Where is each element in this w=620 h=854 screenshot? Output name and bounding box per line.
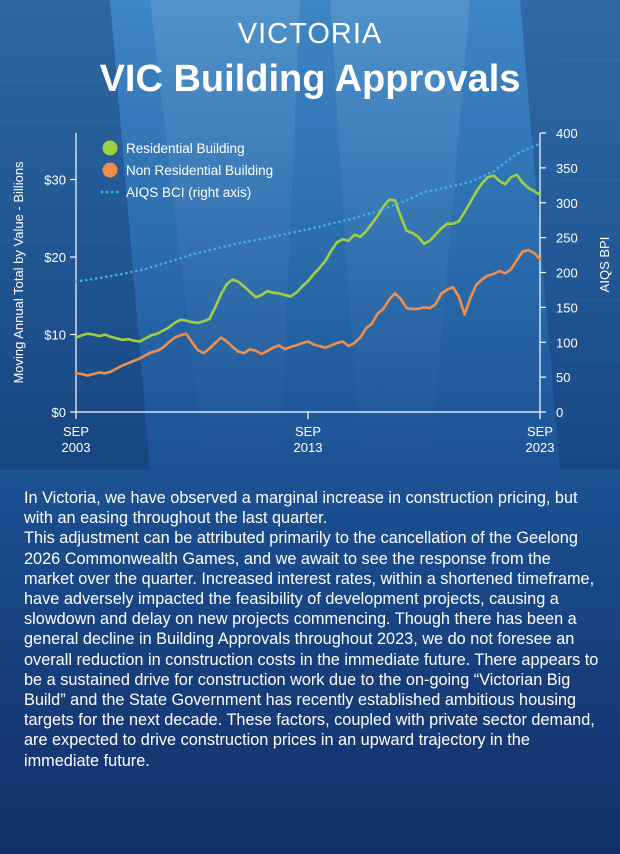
series-line-non-residential-building [74,248,542,377]
page-title: VIC Building Approvals [99,58,521,100]
y-right-tick-label: 50 [556,370,570,385]
y-right-tick-label: 350 [556,161,578,176]
y-right-tick-label: 0 [556,405,563,420]
legend-label: Residential Building [126,141,245,156]
commentary-paragraph-2: This adjustment can be attributed primar… [24,529,599,770]
y-right-axis-title: AIQS BPI [597,237,612,293]
x-tick-label: SEP [63,424,89,439]
legend-label: Non Residential Building [126,163,273,178]
legend-swatch [102,162,118,178]
y-left-tick-label: $30 [44,173,66,188]
y-left-tick-label: $20 [44,250,66,265]
y-left-tick-label: $10 [44,328,66,343]
legend-swatch [102,140,118,156]
commentary-text: In Victoria, we have observed a marginal… [24,488,600,771]
x-tick-label: SEP [527,424,553,439]
y-right-tick-label: 300 [556,196,578,211]
y-right-tick-label: 250 [556,231,578,246]
y-right-tick-label: 200 [556,266,578,281]
y-left-axis-title: Moving Annual Total by Value - Billions [11,161,26,384]
building-approvals-chart: $0$10$20$30050100150200250300350400SEP20… [11,126,612,455]
commentary-paragraph-1: In Victoria, we have observed a marginal… [24,489,578,528]
legend-label: AIQS BCI (right axis) [126,185,251,200]
region-heading: VICTORIA [237,18,383,50]
y-right-tick-label: 100 [556,335,578,350]
y-right-tick-label: 400 [556,126,578,141]
x-tick-label: 2003 [62,440,91,455]
x-tick-label: 2023 [526,440,555,455]
x-tick-label: 2013 [294,440,323,455]
x-tick-label: SEP [295,424,321,439]
series-line-residential-building [74,173,542,343]
y-right-tick-label: 150 [556,300,578,315]
y-left-tick-label: $0 [52,405,66,420]
